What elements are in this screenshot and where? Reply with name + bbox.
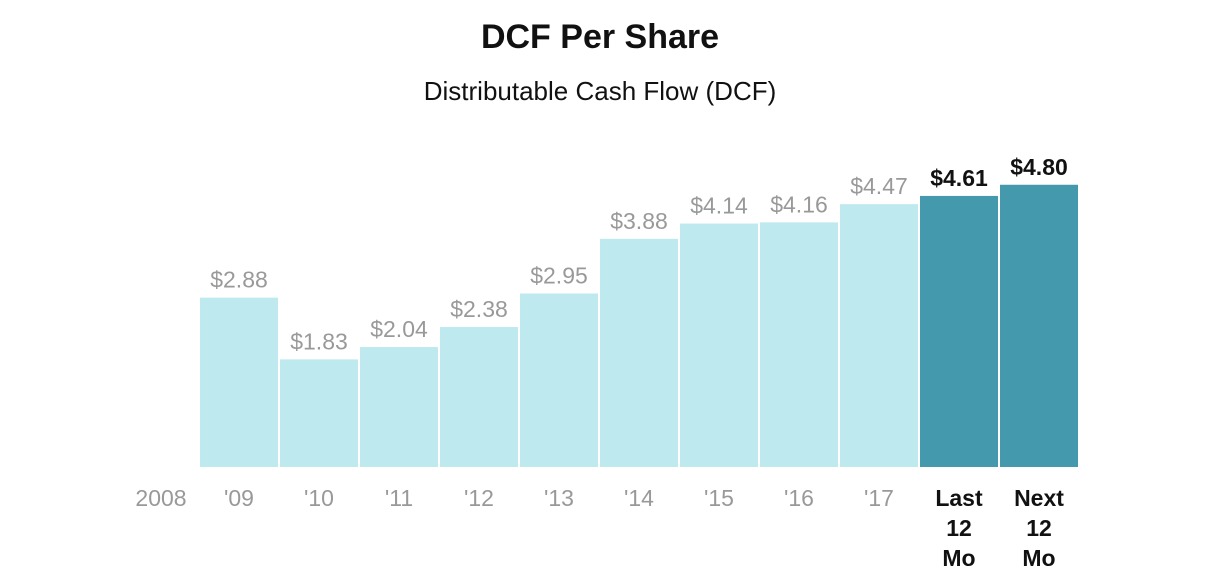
x-tick-label: 2008 [135,485,186,511]
data-label: $4.47 [850,173,908,199]
data-label: $2.88 [210,267,268,293]
bar [920,195,998,467]
data-label: $4.61 [930,165,988,191]
data-label: $2.95 [530,263,588,289]
bar [520,293,598,467]
bar [440,327,518,467]
chart-title: DCF Per Share [480,18,720,56]
data-label: $2.04 [370,316,428,342]
chart-subtitle: Distributable Cash Flow (DCF) [423,76,777,106]
bar [200,297,278,467]
data-label: $4.16 [770,191,828,217]
x-tick-label: '13 [544,485,574,511]
x-tick-label: Last 12 Mo [935,485,983,571]
x-tick-label: '16 [784,485,814,511]
data-label: $4.80 [1010,154,1068,180]
x-tick-label: '09 [224,485,254,511]
bar [760,222,838,467]
bar [600,238,678,467]
bar [280,359,358,467]
x-tick-label: '10 [304,485,334,511]
data-label: $2.38 [450,296,508,322]
bar [360,347,438,467]
data-label: $4.14 [690,193,748,219]
x-tick-label: '15 [704,485,734,511]
bar [680,223,758,467]
x-tick-label: '14 [624,485,654,511]
data-label: $1.83 [290,328,348,354]
x-tick-label: Next 12 Mo [1014,485,1064,571]
x-tick-label: '11 [385,485,413,511]
bar [1000,184,1078,467]
x-tick-label: '12 [464,485,494,511]
x-tick-label: '17 [864,485,894,511]
bar [840,204,918,467]
data-label: $3.88 [610,208,668,234]
